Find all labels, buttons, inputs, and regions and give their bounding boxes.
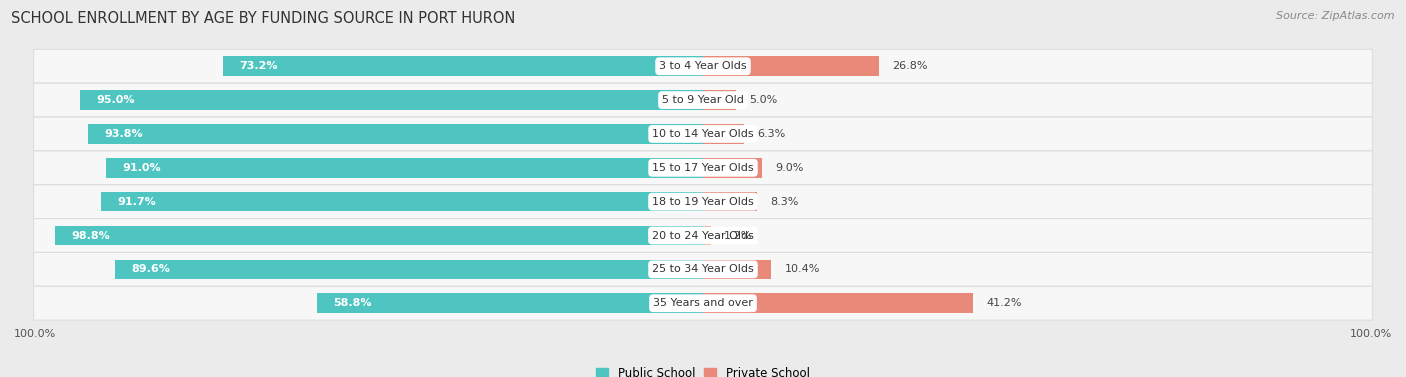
Bar <box>101 192 703 211</box>
Text: 1.2%: 1.2% <box>724 230 752 241</box>
Bar <box>55 226 703 245</box>
Text: 15 to 17 Year Olds: 15 to 17 Year Olds <box>652 163 754 173</box>
Text: 91.0%: 91.0% <box>122 163 160 173</box>
Text: 95.0%: 95.0% <box>96 95 135 105</box>
Text: 8.3%: 8.3% <box>770 197 799 207</box>
Text: 91.7%: 91.7% <box>118 197 156 207</box>
Text: 3 to 4 Year Olds: 3 to 4 Year Olds <box>659 61 747 71</box>
Text: SCHOOL ENROLLMENT BY AGE BY FUNDING SOURCE IN PORT HURON: SCHOOL ENROLLMENT BY AGE BY FUNDING SOUR… <box>11 11 516 26</box>
Text: 20 to 24 Year Olds: 20 to 24 Year Olds <box>652 230 754 241</box>
Bar <box>87 124 703 144</box>
Bar <box>703 226 711 245</box>
Text: 58.8%: 58.8% <box>333 298 373 308</box>
FancyBboxPatch shape <box>34 49 1372 83</box>
Text: 5.0%: 5.0% <box>749 95 778 105</box>
Text: 73.2%: 73.2% <box>239 61 277 71</box>
Bar <box>115 259 703 279</box>
Text: 98.8%: 98.8% <box>72 230 110 241</box>
FancyBboxPatch shape <box>34 253 1372 286</box>
Bar <box>703 124 744 144</box>
Legend: Public School, Private School: Public School, Private School <box>596 367 810 377</box>
Text: 89.6%: 89.6% <box>132 264 170 274</box>
Text: 18 to 19 Year Olds: 18 to 19 Year Olds <box>652 197 754 207</box>
Bar <box>703 259 772 279</box>
FancyBboxPatch shape <box>34 117 1372 151</box>
Text: 6.3%: 6.3% <box>758 129 786 139</box>
Text: 26.8%: 26.8% <box>891 61 928 71</box>
Text: 100.0%: 100.0% <box>14 329 56 339</box>
Text: 100.0%: 100.0% <box>1350 329 1392 339</box>
Bar <box>703 57 879 76</box>
FancyBboxPatch shape <box>34 219 1372 253</box>
FancyBboxPatch shape <box>34 286 1372 320</box>
Bar <box>703 158 762 178</box>
Text: 35 Years and over: 35 Years and over <box>652 298 754 308</box>
FancyBboxPatch shape <box>34 83 1372 117</box>
Text: 41.2%: 41.2% <box>987 298 1022 308</box>
Text: 93.8%: 93.8% <box>104 129 142 139</box>
FancyBboxPatch shape <box>34 151 1372 185</box>
Bar <box>105 158 703 178</box>
Bar <box>222 57 703 76</box>
Text: 25 to 34 Year Olds: 25 to 34 Year Olds <box>652 264 754 274</box>
FancyBboxPatch shape <box>34 185 1372 219</box>
Bar <box>318 293 703 313</box>
Text: 9.0%: 9.0% <box>775 163 804 173</box>
Bar <box>703 90 735 110</box>
Text: 5 to 9 Year Old: 5 to 9 Year Old <box>662 95 744 105</box>
Text: 10.4%: 10.4% <box>785 264 820 274</box>
Text: 10 to 14 Year Olds: 10 to 14 Year Olds <box>652 129 754 139</box>
Bar <box>703 192 758 211</box>
Bar <box>703 293 973 313</box>
Bar <box>80 90 703 110</box>
Text: Source: ZipAtlas.com: Source: ZipAtlas.com <box>1277 11 1395 21</box>
